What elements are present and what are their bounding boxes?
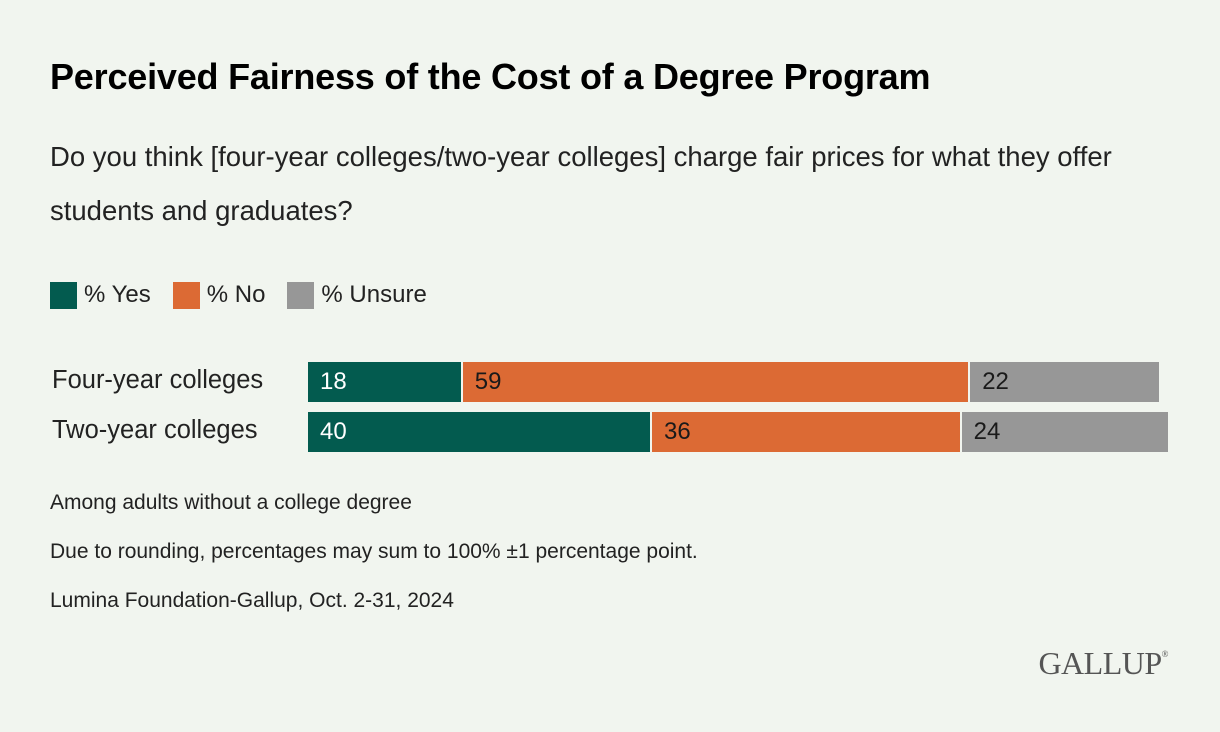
note-population: Among adults without a college degree bbox=[50, 491, 412, 514]
bar-two-year-colleges-no bbox=[652, 412, 960, 452]
data-label-two-year-colleges-yes: 40 bbox=[320, 418, 347, 445]
bar-two-year-colleges-yes bbox=[308, 412, 650, 452]
legend-label-no: % No bbox=[206, 281, 266, 308]
data-label-two-year-colleges-unsure: 24 bbox=[973, 418, 1001, 445]
legend-label-unsure: % Unsure bbox=[321, 281, 427, 308]
chart-subtitle: Do you think [four-year colleges/two-yea… bbox=[50, 141, 1112, 226]
legend-swatch-unsure bbox=[287, 281, 315, 309]
legend-item-unsure: % Unsure bbox=[287, 280, 427, 310]
gallup-logo: GALLUP® bbox=[1038, 645, 1168, 682]
bar-four-year-colleges-no bbox=[462, 362, 969, 402]
note-rounding: Due to rounding, percentages may sum to … bbox=[50, 540, 698, 563]
bar-two-year-colleges-unsure bbox=[961, 412, 1168, 452]
category-label-two-year-colleges: Two-year colleges bbox=[52, 416, 258, 444]
bar-four-year-colleges-yes bbox=[308, 362, 461, 402]
gallup-logo-text: GALLUP bbox=[1038, 645, 1162, 681]
legend-item-no: % No bbox=[172, 280, 266, 310]
chart-title: Perceived Fairness of the Cost of a Degr… bbox=[50, 56, 931, 97]
data-label-four-year-colleges-no: 59 bbox=[474, 368, 502, 395]
legend-item-yes: % Yes bbox=[50, 280, 151, 310]
bar-four-year-colleges-unsure bbox=[970, 362, 1160, 402]
category-label-four-year-colleges: Four-year colleges bbox=[52, 366, 264, 394]
legend: % Yes % No % Unsure bbox=[50, 280, 449, 310]
legend-swatch-yes bbox=[50, 281, 77, 309]
legend-label-yes: % Yes bbox=[84, 281, 151, 308]
legend-swatch-no bbox=[172, 281, 200, 309]
registered-mark: ® bbox=[1161, 649, 1169, 659]
data-label-four-year-colleges-yes: 18 bbox=[320, 368, 347, 395]
note-source: Lumina Foundation-Gallup, Oct. 2-31, 202… bbox=[50, 589, 454, 612]
data-label-four-year-colleges-unsure: 22 bbox=[982, 368, 1009, 395]
data-label-two-year-colleges-no: 36 bbox=[664, 418, 691, 445]
